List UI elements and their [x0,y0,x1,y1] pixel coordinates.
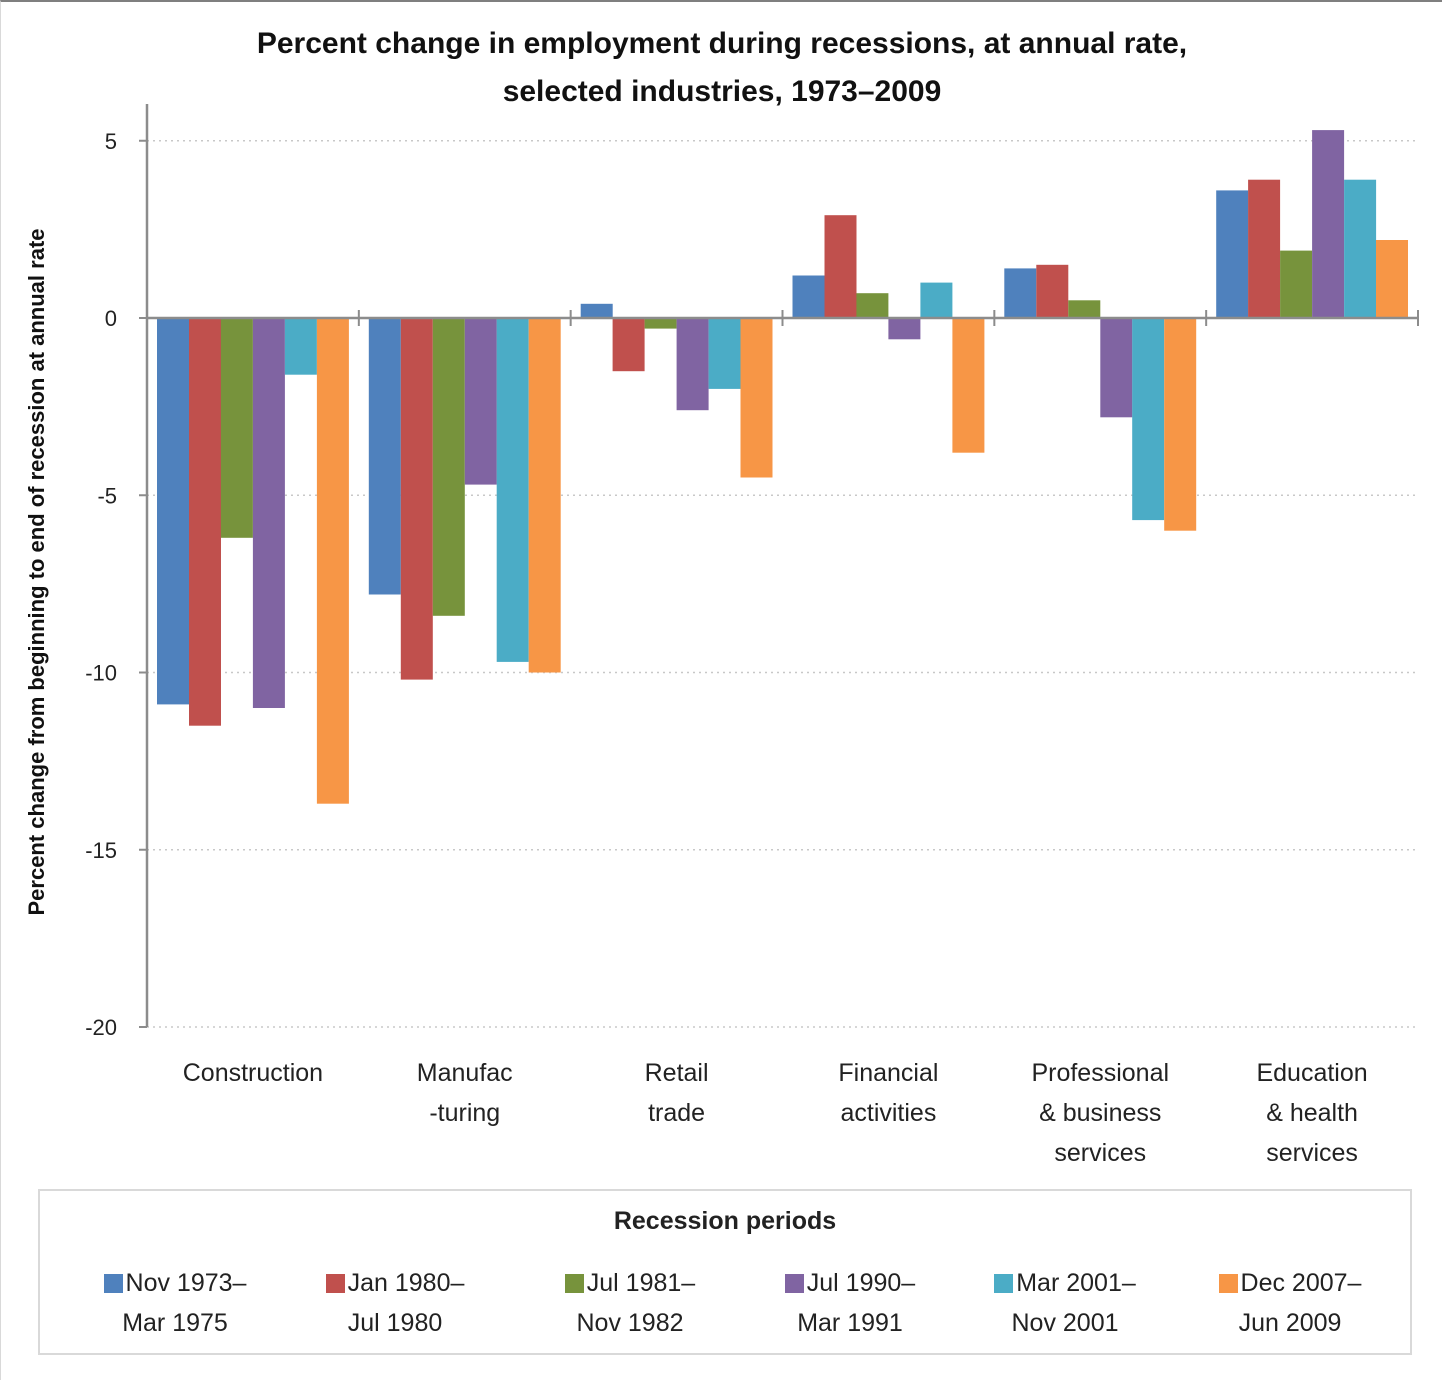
bar [1036,264,1069,318]
legend-swatch [325,1274,345,1293]
y-tick-label: -15 [85,838,117,863]
legend-item: Jan 1980– Jul 1980 [285,1263,505,1343]
chart-title-line-1: Percent change in employment during rece… [256,27,1188,60]
bar [1312,130,1345,318]
legend-label: Jan 1980– [347,1269,465,1297]
bar [708,318,741,389]
bar [528,318,561,673]
category-label: Education & health services [1256,1059,1367,1167]
bar [1132,318,1165,521]
y-tick-labels: 5 0 -5 -10 -15 -20 [85,129,117,1040]
bar [284,318,317,375]
legend-item: Mar 2001– Nov 2001 [955,1263,1175,1343]
bar [400,318,433,680]
bar [580,303,613,318]
legend-label: Mar 1991 [797,1309,903,1337]
bar [1068,300,1101,318]
bar [792,275,825,318]
category-label: Construction [183,1059,323,1087]
category-labels: Construction Manufac -turing Retail trade Fin… [183,1059,1368,1167]
legend-label: Mar 2001– [1016,1269,1136,1297]
legend-item: Jul 1981– Nov 1982 [520,1263,740,1343]
bar [1100,318,1133,418]
bar [740,318,773,478]
category-label: Financial activities [838,1059,938,1127]
bar [316,318,349,804]
gridlines [147,140,1418,1028]
bar [1248,179,1281,318]
legend-item: Nov 1973– Mar 1975 [65,1263,285,1343]
bar [824,215,857,318]
bar [464,318,497,485]
y-tick-label: -5 [97,483,117,508]
legend-label: Jul 1990– [806,1269,916,1297]
bar [644,318,677,329]
legend-label: Nov 1973– [125,1269,247,1297]
bar [856,293,889,318]
y-tick-label: -20 [85,1015,117,1040]
axes [139,104,1419,1028]
bar [612,318,645,372]
legend-swatch [994,1274,1014,1293]
legend-label: Nov 2001 [1011,1309,1119,1337]
chart-title: Percent change in employment during rece… [0,20,1444,116]
category-label: Professional & business services [1031,1059,1169,1167]
bar [676,318,709,411]
legend-item: Dec 2007– Jun 2009 [1180,1263,1400,1343]
bar-chart: 5 0 -5 -10 -15 -20 Construction Manufac -turing… [85,104,1419,1167]
legend-label: Nov 1982 [576,1309,684,1337]
legend-title: Recession periods [613,1207,837,1235]
legend-label: Mar 1975 [122,1309,228,1337]
legend: Recession periods Nov 1973– Mar 1975 Jan 1… [38,1189,1412,1355]
bar [888,318,921,340]
bar [1376,240,1408,318]
bar [496,318,529,662]
legend-item: Jul 1990– Mar 1991 [740,1263,960,1343]
bar [368,318,401,595]
chart-title-line-2: selected industries, 1973–2009 [502,75,942,108]
bar [1216,190,1249,318]
bar [920,282,953,318]
bars [157,130,1408,804]
bar [189,318,221,726]
legend-label: Jun 2009 [1238,1309,1342,1337]
category-label: Retail trade [645,1059,709,1127]
bar [1164,318,1197,531]
legend-swatch [564,1274,584,1293]
bar [952,318,985,453]
legend-swatch [103,1274,123,1293]
legend-swatch [784,1274,804,1293]
category-label: Manufac -turing [417,1059,513,1127]
legend-swatch [1218,1274,1238,1293]
bar [1280,250,1313,318]
bar [252,318,285,708]
bar [432,318,465,616]
legend-label: Dec 2007– [1240,1269,1362,1297]
y-tick-label: 5 [105,129,117,154]
bar [1344,179,1377,318]
bar [220,318,253,538]
y-tick-label: 0 [105,306,117,331]
bar [157,318,189,705]
y-tick-label: -10 [85,661,117,686]
legend-label: Jul 1980 [347,1309,443,1337]
legend-label: Jul 1981– [586,1269,696,1297]
bar [1004,268,1037,318]
